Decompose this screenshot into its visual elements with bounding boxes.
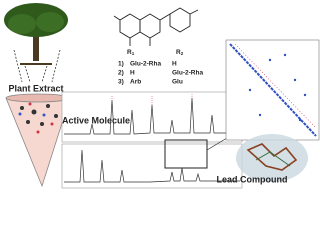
r2-label: R2 [176,49,184,56]
spectrum-2 [61,134,243,189]
r1-label: R1 [127,49,135,56]
compound-number: 1) [118,61,124,68]
nmr-2d-plot [225,39,320,141]
r2: R [176,49,181,56]
compound-r2: Glu-2-Rha [172,70,203,77]
tree-icon [4,3,68,83]
compound-r2: Glu [172,79,183,86]
molecule-label: Active Molecule [62,115,130,125]
lead-label: Lead Compound [217,174,288,184]
graphical-abstract: Plant Extract R1 R2 1) Glu-2-Rha H2) H Glu-2… [4,3,320,189]
r1-sub: 1 [132,51,135,56]
compound-table: 1) Glu-2-Rha H 2) H Glu-2-Rha 3) Arb Glu [118,61,203,86]
compound-number: 3) [118,79,124,86]
docking-image [236,134,308,182]
compound-r1: Arb [130,79,141,86]
compound-r2: H [172,61,177,68]
chemical-structure [113,7,199,46]
source-label: Plant Extract [8,83,63,93]
compound-r1: Glu-2-Rha [130,61,161,68]
compound-number: 2) [118,70,124,77]
compound-r1: H [130,70,135,77]
r1: R [127,49,132,56]
spectrum-1 [61,91,243,143]
funnel-icon [5,93,71,188]
r2-sub: 2 [181,51,184,56]
